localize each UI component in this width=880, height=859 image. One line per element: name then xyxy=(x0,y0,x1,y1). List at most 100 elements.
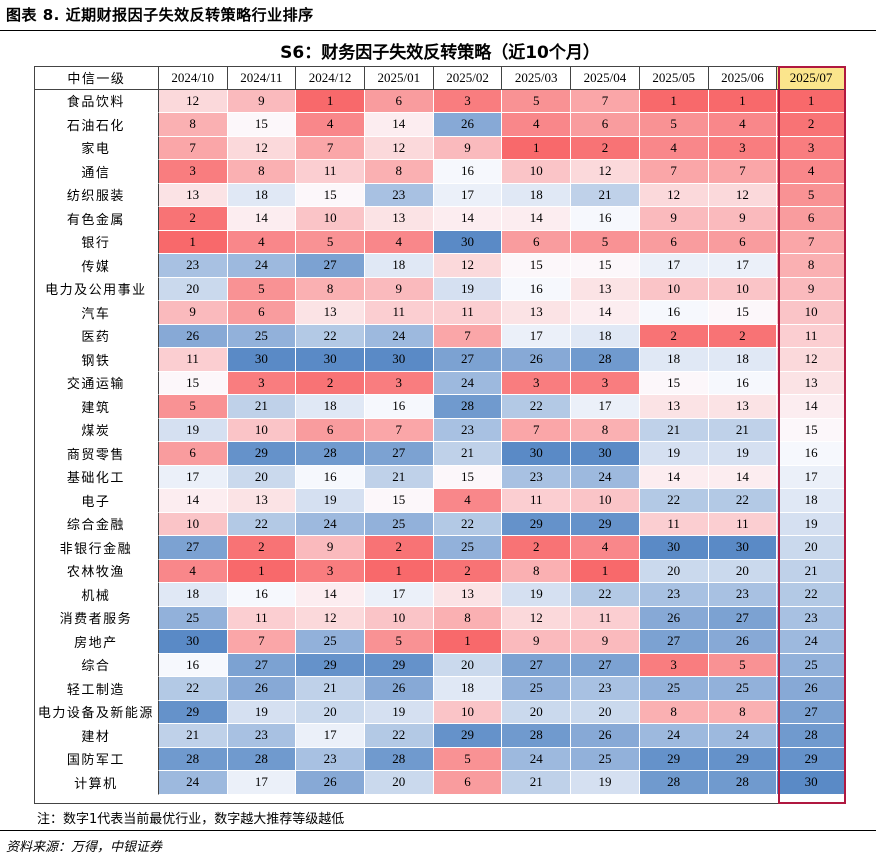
heatmap-cell: 12 xyxy=(296,606,365,630)
heatmap-cell: 8 xyxy=(158,113,228,137)
heatmap-cell: 3 xyxy=(502,371,572,395)
heatmap-cell: 1 xyxy=(571,559,640,583)
heatmap-cell: 27 xyxy=(227,653,297,677)
heatmap-cell: 18 xyxy=(502,183,572,207)
column-header: 2025/07 xyxy=(777,66,846,90)
heatmap-cell: 28 xyxy=(433,395,503,419)
heatmap-cell: 3 xyxy=(296,559,365,583)
table-row: 医药 26 25 22 24 7 17 18 2 2 11 xyxy=(34,324,846,348)
heatmap-cell: 29 xyxy=(227,442,297,466)
heatmap-cell: 25 xyxy=(158,606,228,630)
heatmap-cell: 17 xyxy=(433,183,503,207)
heatmap-cell: 7 xyxy=(158,136,228,160)
column-header: 2025/05 xyxy=(639,66,709,90)
industry-label: 建筑 xyxy=(34,395,159,419)
heatmap-cell: 16 xyxy=(364,395,434,419)
heatmap-cell: 15 xyxy=(296,183,365,207)
heatmap-cell: 13 xyxy=(777,371,846,395)
heatmap-cell: 23 xyxy=(296,747,365,771)
heatmap-cell: 2 xyxy=(433,559,503,583)
chart-title: S6：财务因子失效反转策略（近10个月） xyxy=(280,43,600,63)
heatmap-cell: 20 xyxy=(158,277,228,301)
industry-label: 交通运输 xyxy=(34,371,159,395)
heatmap-cell: 5 xyxy=(708,653,778,677)
heatmap-cell: 5 xyxy=(227,277,297,301)
heatmap-cell: 19 xyxy=(502,583,572,607)
heatmap-cell: 16 xyxy=(502,277,572,301)
heatmap-cell: 20 xyxy=(296,700,365,724)
heatmap-cell: 2 xyxy=(364,536,434,560)
heatmap-cell: 30 xyxy=(502,442,572,466)
heatmap-cell: 13 xyxy=(708,395,778,419)
heatmap-cell: 8 xyxy=(639,700,709,724)
bottom-rule xyxy=(0,830,876,831)
heatmap-cell: 21 xyxy=(158,724,228,748)
heatmap-cell: 20 xyxy=(777,536,846,560)
table-row: 基础化工 17 20 16 21 15 23 24 14 14 17 xyxy=(34,465,846,489)
heatmap-cell: 3 xyxy=(571,371,640,395)
heatmap-cell: 5 xyxy=(364,630,434,654)
heatmap-cell: 4 xyxy=(502,113,572,137)
heatmap-cell: 22 xyxy=(708,489,778,513)
heatmap-cell: 30 xyxy=(227,348,297,372)
heatmap-cell: 15 xyxy=(433,465,503,489)
heatmap-cell: 10 xyxy=(364,606,434,630)
heatmap-cell: 13 xyxy=(433,583,503,607)
heatmap-cell: 19 xyxy=(296,489,365,513)
heatmap-cell: 3 xyxy=(364,371,434,395)
heatmap-cell: 2 xyxy=(639,324,709,348)
heatmap-cell: 18 xyxy=(227,183,297,207)
heatmap-cell: 6 xyxy=(433,771,503,795)
row-header-label: 中信一级 xyxy=(34,66,159,90)
heatmap-cell: 21 xyxy=(433,442,503,466)
table-row: 综合 16 27 29 29 20 27 27 3 5 25 xyxy=(34,653,846,677)
table-row: 纺织服装 13 18 15 23 17 18 21 12 12 5 xyxy=(34,183,846,207)
heatmap-cell: 13 xyxy=(364,207,434,231)
industry-label: 建材 xyxy=(34,724,159,748)
industry-label: 汽车 xyxy=(34,301,159,325)
heatmap-cell: 21 xyxy=(708,418,778,442)
heatmap-cell: 28 xyxy=(364,747,434,771)
heatmap-cell: 9 xyxy=(158,301,228,325)
heatmap-cell: 17 xyxy=(708,254,778,278)
heatmap-cell: 9 xyxy=(777,277,846,301)
industry-label: 电力设备及新能源 xyxy=(34,700,159,724)
industry-label: 机械 xyxy=(34,583,159,607)
heatmap-cell: 25 xyxy=(777,653,846,677)
heatmap-cell: 19 xyxy=(571,771,640,795)
industry-label: 非银行金融 xyxy=(34,536,159,560)
heatmap-cell: 28 xyxy=(296,442,365,466)
heatmap-cell: 1 xyxy=(502,136,572,160)
industry-label: 农林牧渔 xyxy=(34,559,159,583)
heatmap-cell: 1 xyxy=(639,89,709,113)
heatmap-cell: 8 xyxy=(433,606,503,630)
heatmap-cell: 30 xyxy=(708,536,778,560)
heatmap-cell: 22 xyxy=(364,724,434,748)
heatmap-cell: 5 xyxy=(433,747,503,771)
heatmap-cell: 11 xyxy=(158,348,228,372)
column-header: 2025/01 xyxy=(364,66,434,90)
heatmap-cell: 9 xyxy=(708,207,778,231)
heatmap-cell: 16 xyxy=(227,583,297,607)
table-row: 汽车 9 6 13 11 11 13 14 16 15 10 xyxy=(34,301,846,325)
heatmap-cell: 23 xyxy=(364,183,434,207)
heatmap-cell: 7 xyxy=(708,160,778,184)
industry-label: 电子 xyxy=(34,489,159,513)
heatmap-cell: 29 xyxy=(158,700,228,724)
heatmap-cell: 18 xyxy=(777,489,846,513)
heatmap-cell: 24 xyxy=(502,747,572,771)
heatmap-cell: 28 xyxy=(777,724,846,748)
heatmap-cell: 26 xyxy=(708,630,778,654)
table-row: 消费者服务 25 11 12 10 8 12 11 26 27 23 xyxy=(34,606,846,630)
heatmap-cell: 17 xyxy=(227,771,297,795)
heatmap-cell: 28 xyxy=(571,348,640,372)
heatmap-cell: 25 xyxy=(571,747,640,771)
figure-title: 图表 8. 近期财报因子失效反转策略行业排序 xyxy=(6,6,314,24)
heatmap-cell: 18 xyxy=(296,395,365,419)
heatmap-cell: 14 xyxy=(708,465,778,489)
heatmap-cell: 27 xyxy=(296,254,365,278)
heatmap-cell: 10 xyxy=(296,207,365,231)
table-row: 计算机 24 17 26 20 6 21 19 28 28 30 xyxy=(34,771,846,795)
table-row: 商贸零售 6 29 28 27 21 30 30 19 19 16 xyxy=(34,442,846,466)
heatmap-cell: 22 xyxy=(296,324,365,348)
